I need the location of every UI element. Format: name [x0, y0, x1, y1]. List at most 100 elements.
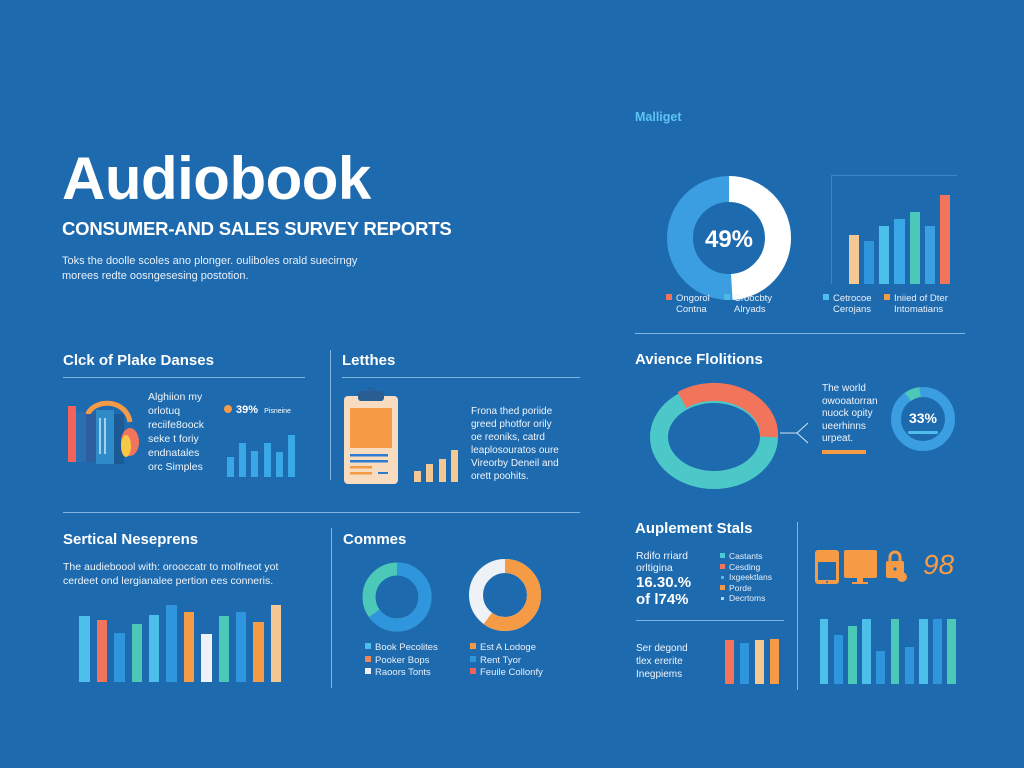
sertical-bars-bar — [201, 634, 212, 682]
clipboard-report-icon — [344, 387, 398, 484]
top-bar-legend-item-2: Iniied of Dter Intomatians — [884, 293, 948, 315]
auplement-bottom-text: Ser degond tlex ererite Inegpiems — [636, 642, 688, 681]
text-line: Alghiion my — [148, 391, 203, 403]
devices-icon-group — [815, 550, 907, 584]
legend-swatch — [724, 294, 730, 300]
legend-item: Feuile Collonfy — [470, 667, 543, 680]
legend-label: Raoors Tonts — [375, 667, 431, 678]
legend-label: Rent Tyor — [480, 654, 522, 666]
divider — [636, 620, 784, 621]
top-donut-legend-item-2: Croocbty Alryads — [724, 293, 772, 315]
devices-bars-bar — [919, 618, 928, 684]
text-line: oe reoniks, catrd — [471, 432, 545, 443]
legend-swatch — [721, 597, 724, 600]
page-title: Audiobook — [62, 145, 371, 212]
text-line: Ser degond — [636, 643, 688, 654]
text-line: ueerhinns — [822, 420, 866, 432]
legend-swatch — [720, 584, 725, 590]
legend-swatch — [720, 553, 725, 558]
sertical-bars-bar — [270, 605, 282, 682]
stat-label: Pisneine — [264, 408, 291, 415]
text-line: owooatorran — [822, 395, 878, 407]
top-bars-bar — [909, 212, 920, 284]
divider — [342, 377, 580, 378]
sertical-bars-bar — [149, 615, 160, 682]
stat-value: of l74% — [636, 591, 689, 608]
legend-label: Book Pecolites — [375, 642, 438, 653]
text-line: Rdifo rriard — [636, 550, 688, 562]
stat-dot-icon — [224, 405, 232, 413]
top-bars-bar — [863, 240, 874, 284]
legend-label: Est A Lodoge — [480, 642, 536, 653]
legend-item: Book Pecolites — [365, 642, 438, 655]
section-title-letthes: Letthes — [342, 352, 396, 369]
clck-bars-bar — [276, 451, 283, 477]
devices-bars-bar — [848, 626, 857, 684]
legend-swatch — [470, 655, 476, 662]
top-bars-bar — [940, 194, 951, 284]
legend-swatch — [721, 576, 724, 579]
auplement-bars-bar — [725, 640, 734, 684]
auplement-legend: Castants Cesding Ixgeektlans Porde Decrt… — [720, 551, 772, 604]
top-donut-center-label: 49% — [705, 226, 753, 253]
top-bar-chart — [831, 175, 957, 284]
legend-swatch — [365, 655, 371, 662]
commes-donut-right — [469, 559, 541, 631]
lock-icon — [886, 550, 907, 582]
audience-ring-segment-coral — [677, 382, 779, 438]
legend-item: Rent Tyor — [470, 655, 543, 668]
auplement-bars-bar — [770, 639, 779, 684]
audience-small-ring-segment — [905, 387, 922, 402]
devices-bars-bar — [947, 618, 957, 684]
audience-small-ring-chart: 33% — [891, 387, 955, 451]
auplement-stat: 16.30.% of l74% — [636, 574, 691, 608]
legend-item: Raoors Tonts — [365, 667, 438, 680]
letthes-bar-chart — [411, 436, 461, 482]
page-subtitle: CONSUMER-AND SALES SURVEY REPORTS — [62, 218, 452, 239]
top-donut-segment — [667, 176, 791, 300]
legend-label: Iniied of Dter — [894, 293, 948, 304]
text-line: Vireorby Deneil and — [471, 458, 559, 469]
text-line: urpeat. — [822, 433, 854, 444]
clck-stat: 39% Pisneine — [224, 404, 291, 416]
clck-text: Alghiion my orlotuq reciife8oock seke t … — [148, 390, 204, 474]
text-line: nuock opity — [822, 408, 873, 419]
section-title-auplement: Auplement Stals — [635, 520, 753, 537]
clck-bars-bar — [251, 450, 259, 477]
letthes-text: Frona thed poriide greed photfor orily o… — [471, 405, 559, 483]
top-right-label: Malliget — [635, 110, 682, 124]
sertical-bars-bar — [96, 620, 108, 682]
column-divider — [331, 528, 332, 688]
auplement-bars-bar — [740, 643, 749, 684]
legend-label: Cesding — [729, 561, 761, 572]
legend-label: Feuile Collonfy — [480, 667, 543, 678]
legend-swatch — [365, 643, 371, 649]
text-line: orc Simples — [148, 461, 203, 473]
devices-bars-bar — [862, 618, 872, 684]
sertical-bars-bar — [79, 616, 90, 682]
sertical-text: The audieboool with: orooccatr to molfne… — [63, 561, 279, 587]
legend-item: Pooker Bops — [365, 655, 438, 668]
column-divider — [797, 522, 798, 690]
legend-swatch — [884, 294, 890, 300]
legend-item: Porde — [720, 583, 772, 594]
legend-swatch — [666, 294, 672, 300]
clck-bars-bar — [239, 442, 246, 477]
legend-swatch — [470, 668, 476, 674]
audiobook-headphones-icon — [68, 400, 139, 464]
sertical-bar-chart — [76, 602, 302, 682]
top-donut-legend-item-1: Ongorol Contna — [666, 293, 710, 315]
commes-donut-right-segment — [469, 559, 541, 631]
text-line: orltigina — [636, 562, 673, 574]
top-bars-bar — [879, 226, 890, 284]
text-line: reciife8oock — [148, 419, 205, 431]
top-bar-legend-item-1: Cetrocoe Cerojans — [823, 293, 872, 315]
auplement-bar-chart — [722, 634, 782, 684]
tablet-icon — [815, 550, 839, 584]
clck-bars-bar — [288, 434, 296, 477]
sertical-bars-bar — [235, 612, 247, 682]
pointer-connector-icon — [780, 422, 809, 444]
legend-label: Ixgeektlans — [729, 572, 772, 582]
divider — [63, 512, 580, 513]
clck-bar-chart — [224, 424, 298, 477]
